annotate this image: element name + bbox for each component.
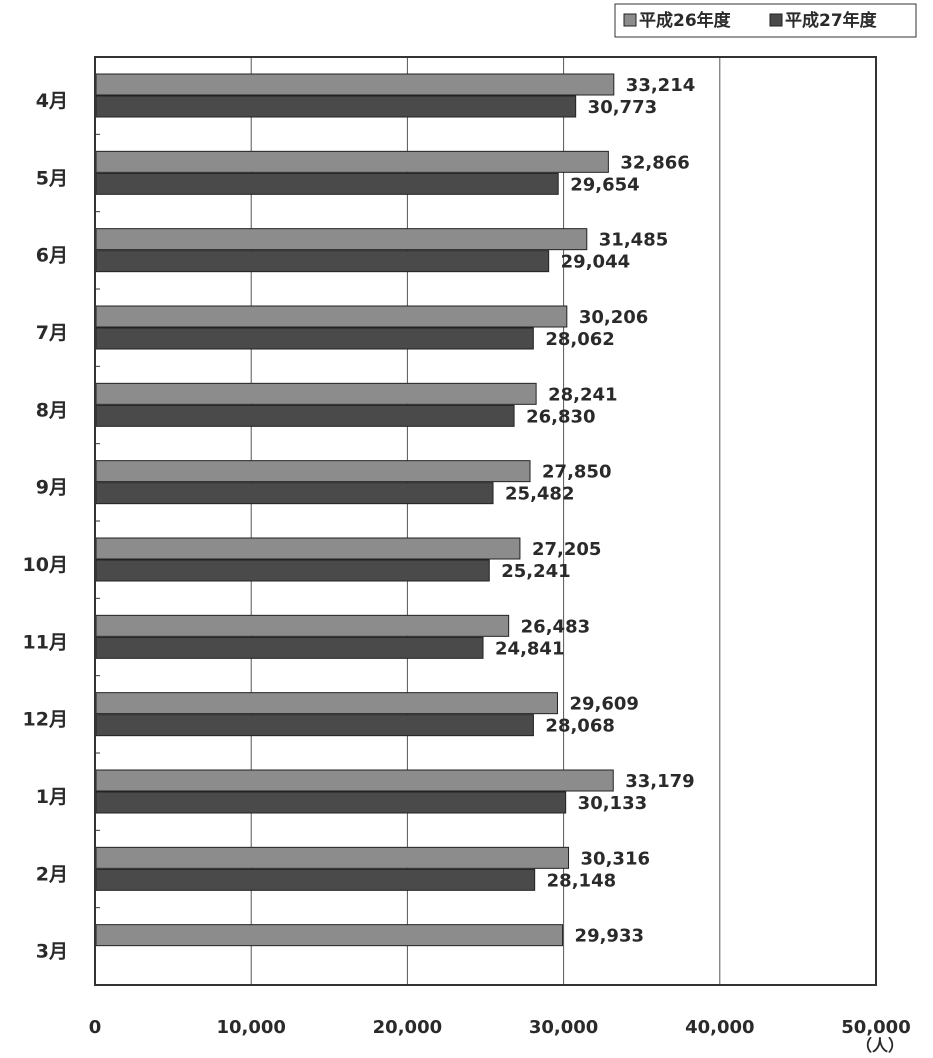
category-label-1: 5月 (36, 167, 68, 189)
bar-series2-3 (95, 327, 534, 350)
legend-box (614, 3, 917, 38)
data-label-series1-4: 28,241 (548, 384, 617, 405)
category-label-5: 9月 (36, 477, 68, 499)
data-label-series2-4: 26,830 (526, 406, 595, 427)
bar-series1-4 (95, 382, 537, 405)
bar-series2-10 (95, 868, 536, 891)
data-label-series1-2: 31,485 (599, 230, 668, 251)
x-tick-label-1: 10,000 (216, 1017, 285, 1038)
x-axis: 0 10,000 20,000 30,000 40,000 50,000（人） (89, 1017, 911, 1055)
x-tick-label-0: 0 (89, 1017, 102, 1038)
data-label-series1-0: 33,214 (626, 75, 695, 96)
data-label-series1-11: 29,933 (575, 926, 644, 947)
data-label-series2-2: 29,044 (561, 252, 630, 273)
bar-series1-5 (95, 460, 531, 483)
bar-series1-2 (95, 228, 588, 251)
bar-series2-0 (95, 95, 577, 118)
bar-series2-7 (95, 636, 484, 659)
data-label-series1-6: 27,205 (532, 539, 601, 560)
grid (250, 57, 721, 985)
plot-area (94, 56, 877, 986)
data-label-series2-3: 28,062 (545, 329, 614, 350)
data-label-series2-8: 28,068 (545, 716, 614, 737)
category-label-3: 7月 (36, 322, 68, 344)
legend-swatch-series1 (623, 13, 637, 27)
bar-series1-0 (95, 73, 615, 96)
data-label-series1-1: 32,866 (620, 152, 689, 173)
x-tick-label-3: 30,000 (529, 1017, 598, 1038)
bar-series2-8 (95, 714, 534, 737)
data-label-series2-6: 25,241 (501, 561, 570, 582)
data-label-series2-7: 24,841 (495, 638, 564, 659)
data-label-series1-7: 26,483 (521, 616, 590, 637)
bar-series1-10 (95, 846, 570, 869)
category-label-7: 11月 (23, 631, 68, 653)
category-label-4: 8月 (36, 399, 68, 421)
x-tick-label-4: 40,000 (685, 1017, 754, 1038)
bar-series1-9 (95, 769, 614, 792)
bar-series2-2 (95, 250, 550, 273)
bars (95, 73, 615, 947)
category-label-0: 4月 (36, 90, 68, 112)
bar-series1-11 (95, 924, 564, 947)
category-label-2: 6月 (36, 245, 68, 267)
category-label-11: 3月 (36, 941, 68, 963)
bar-series1-3 (95, 305, 568, 328)
bar-series1-6 (95, 537, 521, 560)
category-label-6: 10月 (23, 554, 68, 576)
data-label-series2-9: 30,133 (578, 793, 647, 814)
data-label-series2-5: 25,482 (505, 484, 574, 505)
bar-series2-5 (95, 482, 494, 505)
bar-series2-6 (95, 559, 490, 582)
bar-series1-1 (95, 150, 609, 173)
x-tick-label-5: 50,000 (841, 1017, 910, 1038)
data-label-series1-8: 29,609 (569, 694, 638, 715)
data-label-series1-10: 30,316 (581, 848, 650, 869)
data-label-series2-0: 30,773 (588, 97, 657, 118)
bar-series1-8 (95, 692, 558, 715)
category-label-9: 1月 (36, 786, 68, 808)
x-tick-label-2: 20,000 (373, 1017, 442, 1038)
legend-label-series2: 平成27年度 (785, 10, 878, 31)
data-label-series2-1: 29,654 (570, 174, 639, 195)
data-label-series2-10: 28,148 (547, 870, 616, 891)
data-label-series1-9: 33,179 (625, 771, 694, 792)
legend-label-series1: 平成26年度 (639, 10, 732, 31)
bar-series1-7 (95, 614, 510, 637)
category-labels: 4月 5月 6月 7月 8月 9月 10月 11月 12月 1月 2月 3月 (23, 90, 68, 963)
legend-swatch-series2 (769, 13, 783, 27)
category-label-10: 2月 (36, 863, 68, 885)
legend: 平成26年度 平成27年度 (614, 3, 917, 38)
data-label-series1-3: 30,206 (579, 307, 648, 328)
bar-series2-9 (95, 791, 567, 814)
data-label-series1-5: 27,850 (542, 462, 611, 483)
bar-series2-4 (95, 404, 515, 427)
bar-series2-1 (95, 172, 559, 195)
data-labels: 33,214 32,866 31,485 30,206 28,241 27,850 27,2… (495, 75, 695, 947)
category-label-8: 12月 (23, 709, 68, 731)
x-unit-label: （人） (856, 1036, 904, 1055)
